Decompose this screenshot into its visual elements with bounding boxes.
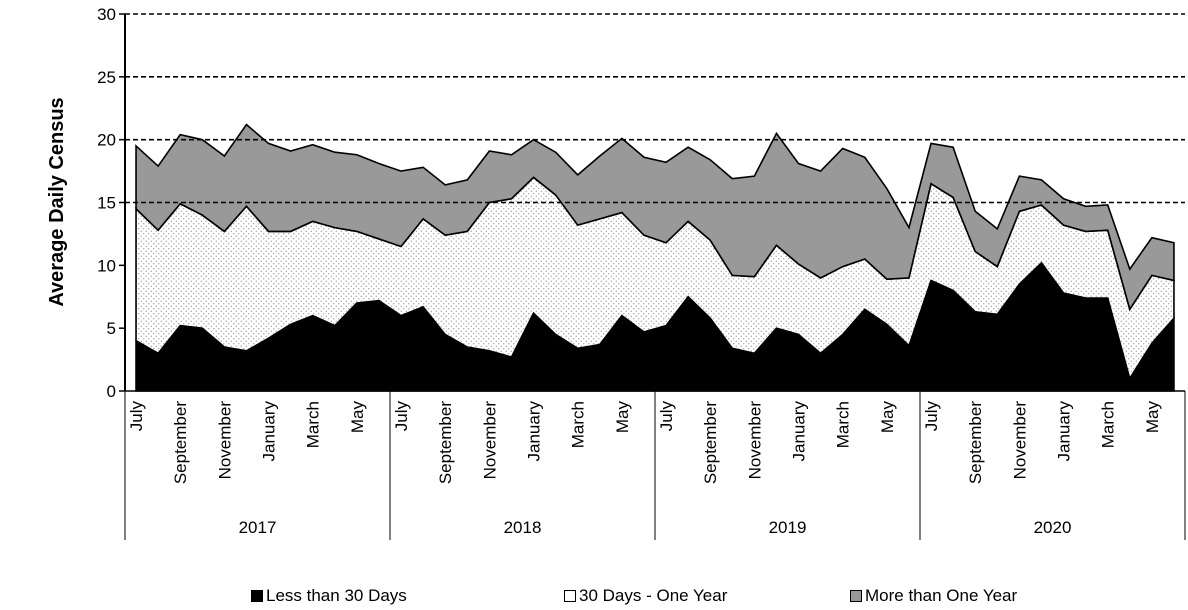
month-tick-label: May [348,401,367,434]
y-tick-label: 5 [107,319,116,338]
month-tick-label: March [569,401,588,448]
month-tick-label: March [834,401,853,448]
y-axis-title: Average Daily Census [46,97,68,306]
area-more-than-one-year [135,123,1175,312]
year-label: 2018 [504,518,542,537]
month-tick-label: July [127,401,146,432]
month-tick-label: November [1010,401,1029,480]
legend-label: More than One Year [865,586,1018,605]
legend-swatch-gray [850,590,862,602]
year-label: 2017 [239,518,277,537]
y-tick-label: 25 [97,68,116,87]
month-tick-label: January [1055,401,1074,462]
month-tick-label: January [525,401,544,462]
month-tick-label: July [922,401,941,432]
month-tick-label: November [480,401,499,480]
month-tick-label: July [392,401,411,432]
legend-item-30-days-one-year: 30 Days - One Year [564,586,727,606]
legend: Less than 30 Days 30 Days - One Year Mor… [0,586,1188,608]
y-tick-label: 0 [107,382,116,401]
month-tick-label: September [171,401,190,484]
stacked-area-chart: 0 5 10 15 20 25 30 2017 2018 2019 2020 July Septembe… [46,5,1186,540]
year-label: 2020 [1034,518,1072,537]
y-tick-label: 20 [97,131,116,150]
area-series [135,123,1175,392]
month-tick-label: March [304,401,323,448]
legend-item-more-than-one-year: More than One Year [850,586,1017,606]
legend-swatch-black [251,590,263,602]
month-tick-label: September [701,401,720,484]
month-tick-label: September [966,401,985,484]
year-label: 2019 [769,518,807,537]
legend-label: 30 Days - One Year [579,586,728,605]
month-tick-label: May [878,401,897,434]
tick-labels: 0 5 10 15 20 25 30 2017 2018 2019 2020 July Septembe… [97,5,1162,537]
month-tick-label: January [790,401,809,462]
month-tick-label: January [260,401,279,462]
gridlines [125,13,1185,204]
y-tick-label: 30 [97,5,116,24]
month-tick-label: May [1143,401,1162,434]
axes [119,13,1186,540]
legend-item-less-than-30-days: Less than 30 Days [251,586,407,606]
month-tick-label: July [657,401,676,432]
month-tick-label: March [1099,401,1118,448]
y-tick-label: 10 [97,256,116,275]
month-tick-label: November [215,401,234,480]
legend-label: Less than 30 Days [266,586,407,605]
month-tick-label: May [613,401,632,434]
legend-swatch-white [564,590,576,602]
month-tick-label: November [745,401,764,480]
month-tick-label: September [436,401,455,484]
y-tick-label: 15 [97,194,116,213]
